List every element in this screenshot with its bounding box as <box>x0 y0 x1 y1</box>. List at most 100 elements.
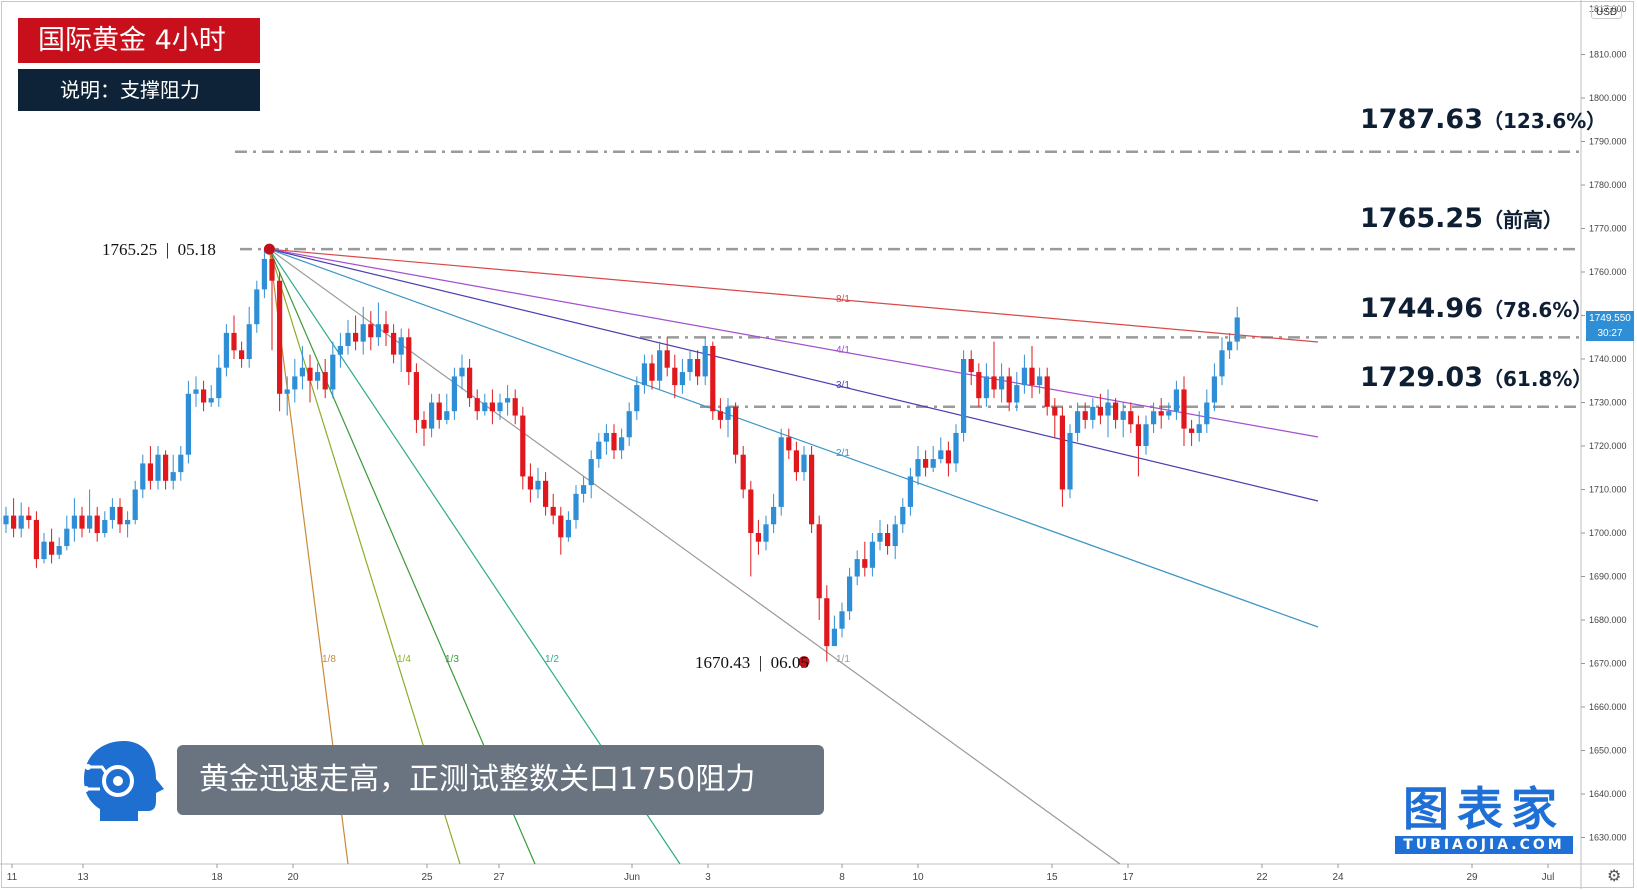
candle-body <box>695 359 701 377</box>
y-tick-label: 1650.000 <box>1589 746 1627 756</box>
y-tick-label: 1630.000 <box>1589 833 1627 843</box>
candle-body <box>155 454 161 481</box>
candle-body <box>733 406 739 455</box>
candle-body <box>231 332 237 351</box>
candle-body <box>1105 402 1111 416</box>
level-tag: （前高） <box>1482 208 1563 232</box>
candle-body <box>474 398 480 412</box>
x-tick-label: 15 <box>1046 872 1058 883</box>
candle-body <box>641 363 647 386</box>
currency-label[interactable]: USD <box>1591 6 1623 19</box>
countdown-badge: 30:27 <box>1586 326 1634 341</box>
candle-body <box>102 519 108 533</box>
candle-body <box>520 415 526 477</box>
candle-body <box>391 332 397 355</box>
brand-en: TUBIAOJIA.COM <box>1395 836 1573 854</box>
x-tick-label: 13 <box>77 872 89 883</box>
candle-body <box>1097 406 1103 416</box>
candle-body <box>1151 411 1157 425</box>
level-tag: （61.8%） <box>1482 367 1593 391</box>
candle-body <box>254 289 260 325</box>
candle-body <box>725 406 731 420</box>
candle-body <box>702 345 708 377</box>
candle-body <box>1082 411 1088 420</box>
candle-body <box>1211 376 1217 403</box>
candle-body <box>983 376 989 399</box>
chart-title: 国际黄金 4小时 <box>18 18 260 63</box>
candle-body <box>945 450 951 464</box>
separator: | <box>161 240 174 259</box>
y-tick-label: 1680.000 <box>1589 615 1627 625</box>
candle-body <box>1029 367 1035 386</box>
x-tick-label: 24 <box>1332 872 1344 883</box>
candle-body <box>793 450 799 473</box>
x-tick-label: Jul <box>1542 872 1555 883</box>
y-tick-label: 1720.000 <box>1589 441 1627 451</box>
candle-body <box>923 459 929 468</box>
candle-body <box>482 402 488 412</box>
candle-body <box>94 515 100 533</box>
candle-body <box>938 450 944 460</box>
candle-body <box>284 389 290 394</box>
candle-body <box>892 524 898 547</box>
candle-body <box>961 359 967 433</box>
pivot-markers <box>263 243 810 668</box>
x-tick-label: 29 <box>1466 872 1478 883</box>
candle-body <box>193 389 199 394</box>
candle-body <box>246 324 252 359</box>
candle-body <box>505 398 511 403</box>
high-marker <box>263 243 275 255</box>
candle-body <box>315 372 321 381</box>
candle-body <box>1143 424 1149 446</box>
candle-body <box>33 519 39 560</box>
candle-body <box>869 541 875 568</box>
candle-body <box>1196 424 1202 433</box>
candle-body <box>459 367 465 377</box>
high-date: 05.18 <box>177 240 216 259</box>
candle-body <box>786 437 792 451</box>
y-tick-label: 1770.000 <box>1589 224 1627 234</box>
x-tick-label: 8 <box>839 872 845 883</box>
candle-body <box>1021 367 1027 386</box>
x-tick-label: 25 <box>421 872 433 883</box>
level-price: 1765.25 <box>1360 203 1483 234</box>
y-tick-label: 1760.000 <box>1589 267 1627 277</box>
candle-body <box>801 454 807 473</box>
chart-subtitle: 说明：支撑阻力 <box>18 69 260 111</box>
candle-body <box>163 454 169 481</box>
fan-line <box>269 248 1319 628</box>
candle-body <box>512 398 518 416</box>
x-tick-label: 18 <box>211 872 223 883</box>
candle-body <box>710 345 716 412</box>
candle-body <box>1052 406 1058 416</box>
candle-body <box>900 506 906 525</box>
candle-body <box>672 367 678 386</box>
candle-body <box>1135 424 1141 446</box>
fan-label: 1/2 <box>545 654 559 665</box>
level-label-1: 1787.63（123.6%） <box>1360 104 1606 135</box>
candle-body <box>170 472 176 481</box>
fan-label: 4/1 <box>836 345 850 356</box>
y-tick-label: 1740.000 <box>1589 354 1627 364</box>
candle-body <box>581 485 587 494</box>
high-price: 1765.25 <box>102 240 158 259</box>
candle-body <box>1067 432 1073 490</box>
candle-body <box>771 506 777 525</box>
candle-body <box>406 337 412 373</box>
candle-body <box>1181 389 1187 429</box>
level-label-4: 1729.03（61.8%） <box>1360 362 1592 393</box>
candle-body <box>360 324 366 342</box>
candle-body <box>657 350 663 381</box>
x-tick-label: Jun <box>624 872 640 883</box>
level-tag: （123.6%） <box>1482 109 1607 133</box>
candle-body <box>649 363 655 381</box>
y-tick-label: 1700.000 <box>1589 528 1627 538</box>
low-price: 1670.43 <box>695 653 751 672</box>
gear-icon[interactable]: ⚙ <box>1607 866 1622 885</box>
candle-body <box>1014 385 1020 403</box>
candle-body <box>596 441 602 460</box>
fan-line <box>269 248 1319 343</box>
candle-body <box>429 402 435 429</box>
